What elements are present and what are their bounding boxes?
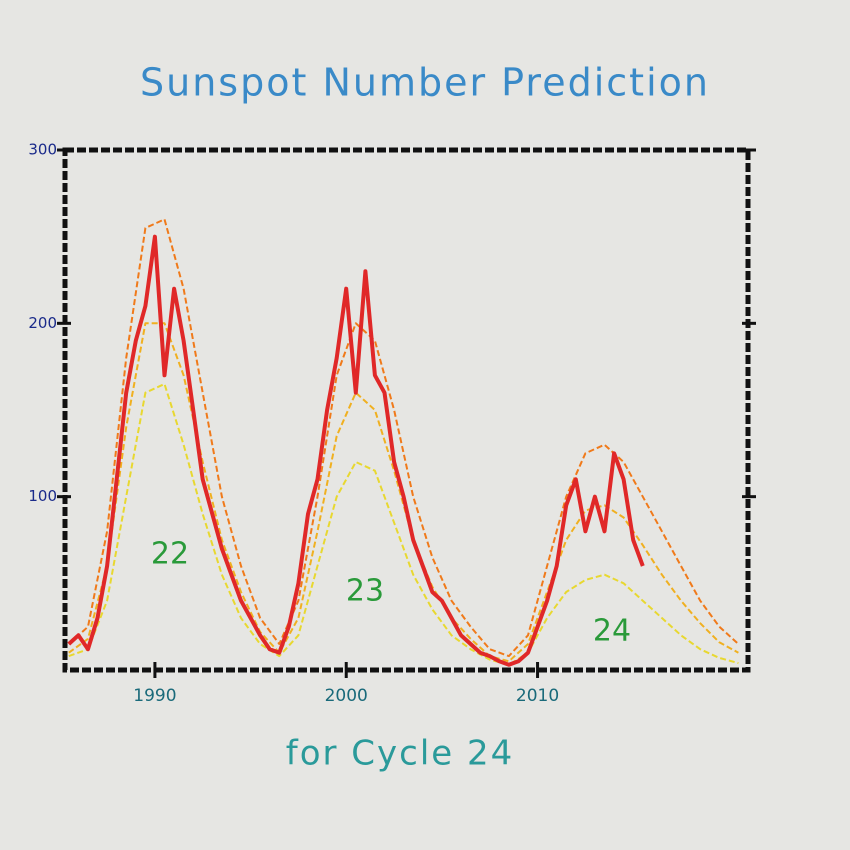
y-tick-label: 300 (28, 141, 57, 159)
y-tick-label: 100 (28, 487, 57, 505)
chart-title: Sunspot Number Prediction (140, 61, 710, 105)
series-line (68, 383, 739, 666)
cycle-label: 24 (593, 614, 631, 649)
plot-frame (62, 147, 751, 673)
cycle-label: 22 (151, 537, 189, 572)
x-tick-label: 1990 (133, 686, 176, 706)
series-line (67, 234, 645, 667)
y-tick-label: 200 (28, 314, 57, 332)
x-axis-label: for Cycle 24 (286, 734, 515, 774)
series-line (68, 322, 739, 663)
cycle-label: 23 (346, 574, 384, 609)
x-tick-label: 2000 (325, 686, 368, 706)
x-tick-label: 2010 (516, 686, 559, 706)
series-line (68, 218, 740, 658)
